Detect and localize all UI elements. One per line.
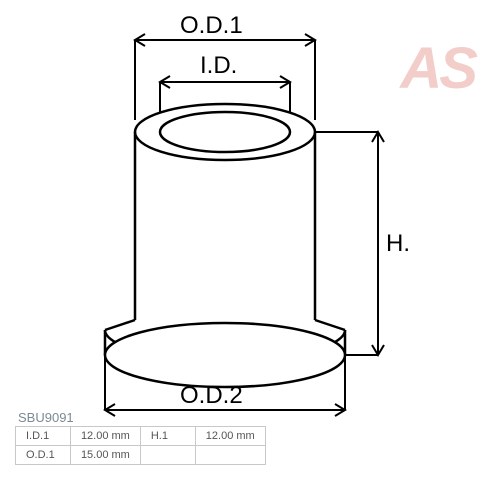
spec-label-empty [140, 446, 195, 465]
bushing-diagram: O.D.1 I.D. O.D.2 H. [60, 20, 400, 420]
table-row: I.D.1 12.00 mm H.1 12.00 mm [16, 427, 266, 446]
spec-value: 12.00 mm [195, 427, 265, 446]
spec-value: 12.00 mm [70, 427, 140, 446]
spec-value: 15.00 mm [70, 446, 140, 465]
spec-table: I.D.1 12.00 mm H.1 12.00 mm O.D.1 15.00 … [15, 426, 266, 465]
table-row: O.D.1 15.00 mm [16, 446, 266, 465]
watermark-logo: AS [400, 35, 475, 102]
label-od1: O.D.1 [180, 12, 243, 40]
spec-label: O.D.1 [16, 446, 71, 465]
label-h: H. [386, 230, 410, 258]
spec-value-empty [195, 446, 265, 465]
label-id: I.D. [200, 52, 237, 80]
spec-label: I.D.1 [16, 427, 71, 446]
label-od2: O.D.2 [180, 382, 243, 410]
spec-label: H.1 [140, 427, 195, 446]
